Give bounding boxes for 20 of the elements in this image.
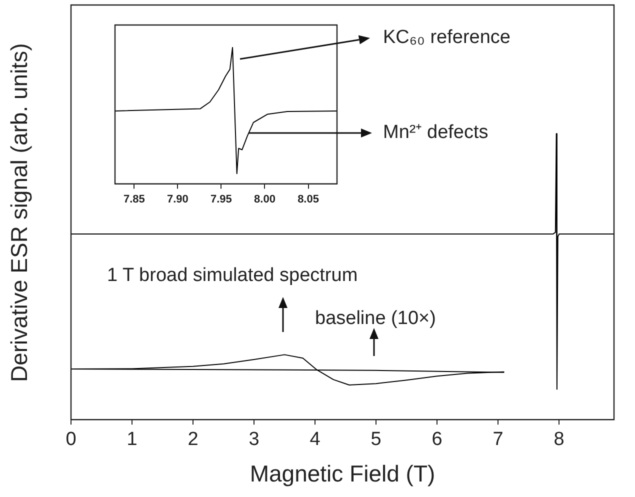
y-axis-title: Derivative ESR signal (arb. units) — [6, 43, 32, 382]
text: KC₆₀ reference — [383, 27, 510, 48]
x-tick-label: 3 — [248, 429, 260, 450]
annotation: baseline (10×) — [315, 308, 436, 329]
x-tick-label: 4 — [310, 429, 321, 450]
x-tick-label: 7.90 — [166, 193, 188, 206]
x-tick-label: 8.00 — [254, 193, 276, 206]
x-tick-label: 2 — [188, 429, 198, 450]
annotation: Mn²⁺ defects — [383, 122, 488, 143]
x-tick-label: 7.95 — [210, 193, 232, 206]
x-tick-label: 1 — [126, 429, 138, 450]
x-tick-label: 6 — [432, 429, 442, 450]
x-axis-title: Magnetic Field (T) — [250, 460, 436, 487]
x-tick-label: 5 — [370, 429, 382, 450]
x-tick-label: 0 — [66, 429, 76, 450]
x-tick-label: 8 — [554, 429, 564, 450]
x-tick-label: 7.85 — [123, 193, 145, 206]
x-tick-label: 7 — [492, 429, 504, 450]
x-tick-label: 8.05 — [298, 193, 319, 206]
annotation: 1 T broad simulated spectrum — [107, 265, 358, 286]
